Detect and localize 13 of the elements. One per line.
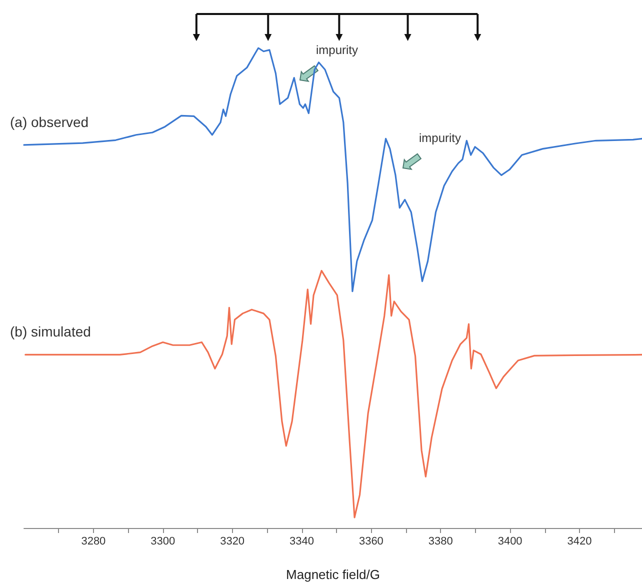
annotation: impurity <box>419 131 462 145</box>
annotation: impurity <box>316 43 358 57</box>
series-label: (a) observed <box>10 114 89 130</box>
x-tick-label: 3320 <box>220 536 245 548</box>
series-label: (b) simulated <box>10 324 91 340</box>
x-tick-label: 3420 <box>567 536 592 548</box>
x-tick-label: 3340 <box>290 536 314 548</box>
x-axis-title: Magnetic field/G <box>286 567 380 582</box>
x-tick-label: 3400 <box>498 536 522 548</box>
x-tick-label: 3300 <box>150 536 176 548</box>
x-tick-label: 3280 <box>81 536 106 548</box>
x-tick-label: 3360 <box>358 536 384 548</box>
x-tick-label: 3380 <box>428 536 453 548</box>
